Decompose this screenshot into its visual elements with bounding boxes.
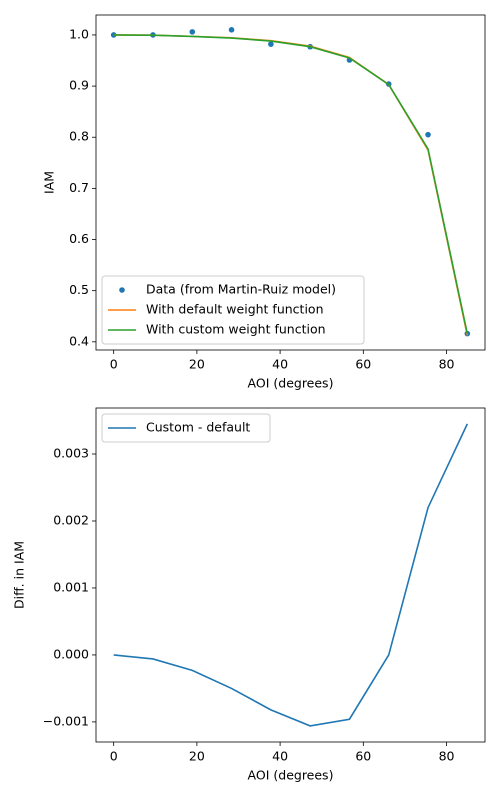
- y-axis-label: IAM: [42, 171, 57, 194]
- legend-box: [101, 413, 271, 443]
- x-axis-label: AOI (degrees): [248, 768, 334, 783]
- series-line: [113, 34, 469, 334]
- y-tick-label: 0.9: [69, 78, 89, 93]
- x-tick-label: 80: [439, 749, 455, 764]
- y-tick-label: 0.003: [53, 446, 89, 461]
- y-axis-label: Diff. in IAM: [12, 541, 27, 609]
- x-axis-label: AOI (degrees): [248, 376, 334, 391]
- y-tick-label: 0.4: [69, 333, 89, 348]
- x-tick-label: 0: [110, 357, 118, 372]
- y-tick-label: 0.7: [69, 180, 89, 195]
- y-tick-label: 0.8: [69, 129, 89, 144]
- x-tick-label: 40: [272, 749, 288, 764]
- y-tick-label: 0.6: [69, 231, 89, 246]
- legend-label: With default weight function: [146, 302, 324, 317]
- legend-swatch: [119, 287, 125, 293]
- legend-label: Custom - default: [146, 420, 250, 435]
- x-tick-label: 60: [355, 357, 371, 372]
- x-tick-label: 20: [189, 749, 205, 764]
- data-point: [268, 41, 274, 47]
- legend-label: Data (from Martin-Ruiz model): [146, 282, 336, 297]
- y-tick-label: 1.0: [69, 26, 89, 41]
- y-tick-label: 0.002: [53, 512, 89, 527]
- x-tick-label: 80: [439, 357, 455, 372]
- data-point: [425, 131, 431, 138]
- y-tick-label: 0.000: [53, 646, 89, 661]
- x-tick-label: 20: [189, 357, 205, 372]
- x-tick-label: 60: [355, 749, 371, 764]
- chart: 0 20 40 60 80 −0.001 0.000 0.001 0.002 0.003 AOI (…: [12, 407, 486, 783]
- plot-frame: [95, 407, 486, 743]
- legend-label: With custom weight function: [146, 322, 326, 337]
- x-tick-label: 40: [272, 357, 288, 372]
- plot-frame: [95, 14, 486, 351]
- y-tick-label: −0.001: [43, 713, 89, 728]
- data-point: [110, 32, 117, 38]
- x-tick-label: 0: [110, 749, 118, 764]
- y-tick-label: 0.5: [69, 282, 89, 297]
- chart: 0 20 40 60 80 0.4 0.5 0.6 0.7 0.8 0.9 1.0 AOI (degre…: [42, 14, 486, 391]
- series-line: [113, 423, 469, 727]
- y-tick-label: 0.001: [53, 579, 89, 594]
- legend-box: [101, 275, 365, 345]
- data-point: [189, 29, 196, 35]
- data-point: [228, 27, 235, 33]
